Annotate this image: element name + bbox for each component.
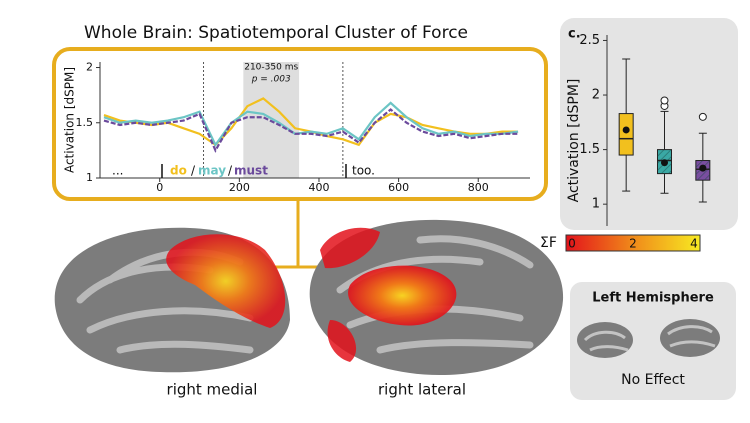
colorbar-tick-label: 0 (568, 237, 576, 251)
x-tick-label: 800 (468, 181, 489, 194)
x-tick-label: 0 (156, 181, 163, 194)
panel-label: c. (568, 27, 581, 42)
chart-title: Whole Brain: Spatiotemporal Cluster of F… (84, 23, 468, 43)
series-line (103, 108, 519, 153)
mini-brains (577, 319, 720, 358)
left-effect: No Effect (621, 372, 685, 388)
outlier (660, 96, 669, 105)
box-panel-frame (560, 18, 738, 230)
legend-entry: may (198, 164, 226, 178)
word-label: ... (112, 164, 123, 178)
legend-entry: must (234, 164, 268, 178)
colorbar (565, 234, 701, 252)
brain-label: right medial (167, 381, 258, 399)
x-tick-label: 200 (229, 181, 250, 194)
y-tick-label: 2 (592, 88, 600, 103)
colorbar-label: ΣF (540, 235, 557, 251)
x-tick-label: 600 (388, 181, 409, 194)
y-axis-label: Activation [dSPM] (566, 79, 582, 203)
colorbar-tick-label: 2 (629, 237, 637, 251)
brain-medial (54, 227, 291, 373)
annotation: p = .003 (251, 75, 291, 85)
y-tick-label: 2 (86, 61, 93, 74)
box (618, 113, 634, 156)
line-panel-frame (52, 47, 548, 201)
annotation: 210-350 ms (244, 63, 298, 73)
colorbar-tick-label: 4 (690, 237, 698, 251)
word-label: / (191, 164, 196, 178)
mean (699, 164, 707, 172)
y-axis-label: Activation [dSPM] (63, 67, 77, 173)
word-label: too. (352, 164, 375, 178)
y-tick-label: 1.5 (579, 142, 600, 157)
left-panel-frame (570, 282, 736, 400)
y-tick-label: 1 (592, 197, 600, 212)
y-tick-label: 1.5 (76, 116, 94, 129)
brain-lateral (309, 219, 564, 375)
outlier (698, 112, 707, 121)
left-title: Left Hemisphere (592, 291, 714, 306)
y-tick-label: 2.5 (579, 33, 600, 48)
legend-entry: do (170, 164, 187, 178)
y-tick-label: 1 (86, 171, 93, 184)
x-tick-label: 400 (308, 181, 329, 194)
mean (622, 126, 630, 134)
series-line (103, 101, 519, 148)
word-label: / (228, 164, 233, 178)
brain-label: right lateral (378, 381, 466, 399)
mean (661, 159, 668, 167)
